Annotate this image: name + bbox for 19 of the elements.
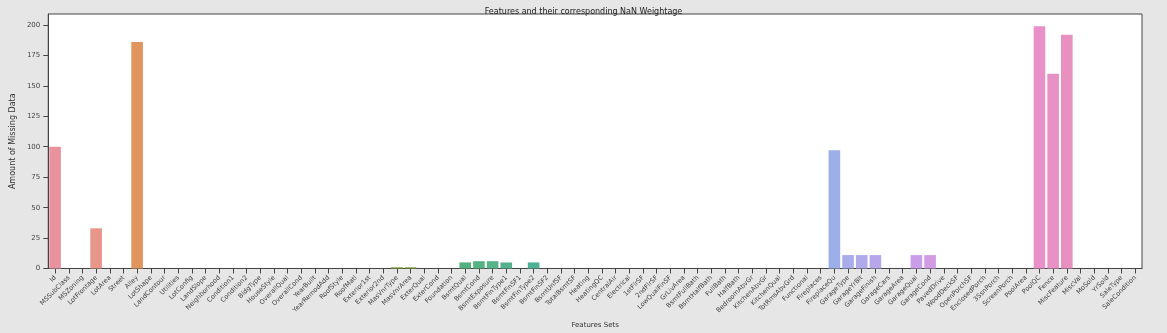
bar xyxy=(869,255,882,269)
bar xyxy=(828,150,841,269)
bar xyxy=(500,262,513,269)
bar xyxy=(459,262,472,269)
bar xyxy=(131,42,143,269)
bar xyxy=(1033,26,1046,269)
bar xyxy=(1047,73,1059,269)
bar xyxy=(90,228,102,269)
bar xyxy=(842,255,854,269)
bar xyxy=(910,255,923,269)
bar xyxy=(486,261,499,269)
bar xyxy=(49,146,61,269)
bar xyxy=(855,255,868,269)
y-axis-title: Amount of Missing Data xyxy=(7,93,17,190)
chart-title: Features and their corresponding NaN Weightage xyxy=(484,6,683,16)
bar xyxy=(527,262,540,269)
bar xyxy=(924,255,936,269)
bar xyxy=(473,261,485,269)
bar xyxy=(1060,34,1073,269)
